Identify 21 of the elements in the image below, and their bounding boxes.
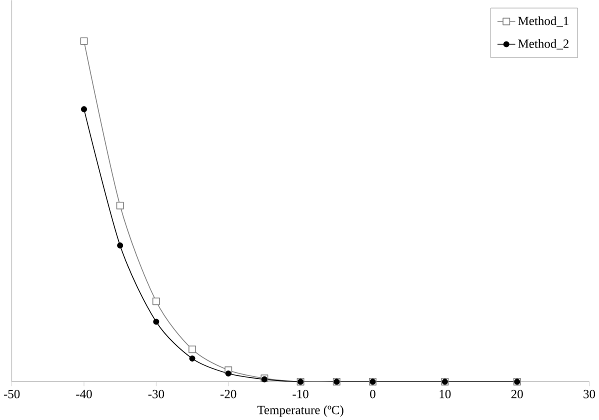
- x-tick-label: -10: [292, 390, 308, 398]
- point: [117, 242, 124, 248]
- point: [188, 345, 196, 353]
- legend-label: Method_1: [518, 16, 568, 27]
- point: [189, 355, 196, 362]
- point: [80, 37, 88, 45]
- legend-label: Method_2: [518, 39, 568, 50]
- x-tick-label: -20: [220, 390, 236, 398]
- x-axis-title: Temperature (ºC): [257, 405, 344, 417]
- x-tick-label: -50: [4, 390, 20, 398]
- x-tick-label: 20: [511, 390, 523, 398]
- x-tick-label: 10: [440, 390, 451, 398]
- point: [225, 370, 232, 376]
- x-tick-label: 30: [584, 390, 596, 398]
- point: [80, 106, 88, 112]
- x-tick-label: -30: [148, 390, 164, 398]
- point: [116, 202, 124, 210]
- x-tick-label: -40: [76, 390, 92, 398]
- point: [152, 297, 160, 305]
- x-tick-label: 0: [370, 390, 376, 398]
- point: [153, 318, 160, 325]
